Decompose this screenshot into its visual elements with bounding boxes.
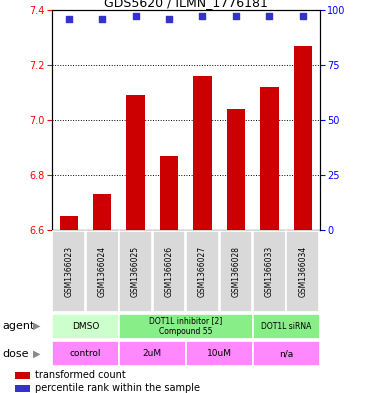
Bar <box>119 231 152 312</box>
Bar <box>186 231 219 312</box>
Point <box>233 13 239 20</box>
Point <box>199 13 206 20</box>
Text: control: control <box>70 349 101 358</box>
Point <box>266 13 273 20</box>
Bar <box>152 231 186 312</box>
Text: DOT1L siRNA: DOT1L siRNA <box>261 322 311 331</box>
Text: n/a: n/a <box>279 349 293 358</box>
Point <box>132 13 139 20</box>
Bar <box>15 372 30 379</box>
Text: dose: dose <box>2 349 28 359</box>
Text: DMSO: DMSO <box>72 322 99 331</box>
Text: DOT1L inhibitor [2]
Compound 55: DOT1L inhibitor [2] Compound 55 <box>149 316 223 336</box>
Bar <box>186 341 253 366</box>
Point <box>300 13 306 20</box>
Text: percentile rank within the sample: percentile rank within the sample <box>35 383 201 393</box>
Bar <box>126 95 145 230</box>
Text: GSM1366028: GSM1366028 <box>231 246 241 297</box>
Text: 10uM: 10uM <box>207 349 232 358</box>
Bar <box>286 231 319 312</box>
Bar <box>219 231 252 312</box>
Bar <box>15 385 30 392</box>
Text: GSM1366026: GSM1366026 <box>164 246 174 297</box>
Text: ▶: ▶ <box>33 349 40 359</box>
Bar <box>253 314 320 339</box>
Bar <box>52 231 85 312</box>
Text: GSM1366034: GSM1366034 <box>298 246 307 297</box>
Bar <box>52 341 119 366</box>
Text: GSM1366023: GSM1366023 <box>64 246 73 297</box>
Text: GSM1366024: GSM1366024 <box>98 246 107 297</box>
Text: GSM1366033: GSM1366033 <box>265 246 274 297</box>
Bar <box>227 109 245 230</box>
Bar <box>86 231 119 312</box>
Point <box>65 15 72 22</box>
Title: GDS5620 / ILMN_1776181: GDS5620 / ILMN_1776181 <box>104 0 268 9</box>
Bar <box>294 46 312 230</box>
Bar <box>253 231 286 312</box>
Point <box>166 15 172 22</box>
Text: 2uM: 2uM <box>143 349 162 358</box>
Bar <box>119 314 253 339</box>
Text: GSM1366025: GSM1366025 <box>131 246 140 297</box>
Bar <box>160 156 178 230</box>
Bar <box>93 194 111 230</box>
Text: ▶: ▶ <box>33 321 40 331</box>
Text: agent: agent <box>2 321 34 331</box>
Point <box>99 15 105 22</box>
Bar <box>119 341 186 366</box>
Bar <box>60 216 78 230</box>
Text: transformed count: transformed count <box>35 370 126 380</box>
Bar <box>52 314 119 339</box>
Text: GSM1366027: GSM1366027 <box>198 246 207 297</box>
Bar <box>260 87 279 230</box>
Bar <box>253 341 320 366</box>
Bar <box>193 76 212 230</box>
